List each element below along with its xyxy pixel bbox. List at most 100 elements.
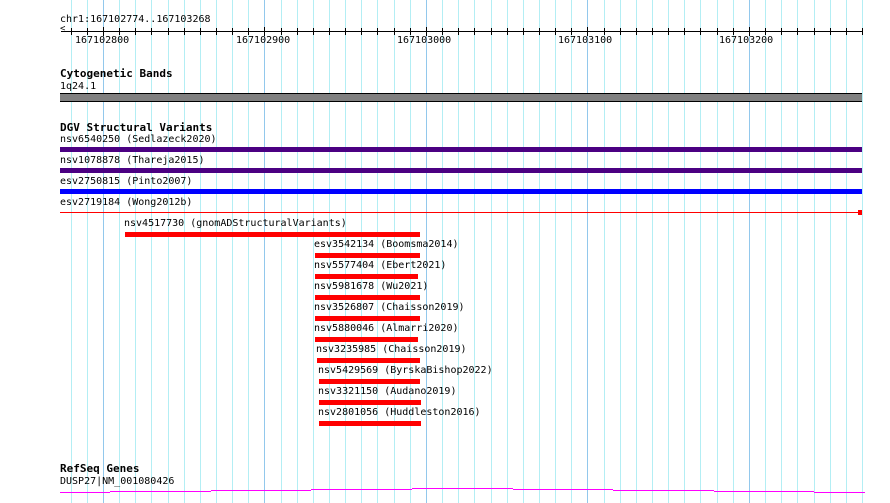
grid-line: [200, 0, 201, 503]
ruler-tick: [652, 28, 653, 35]
ruler-tick: [345, 28, 346, 35]
track-title: DGV Structural Variants: [60, 121, 213, 134]
ruler-tick: [87, 28, 88, 35]
sv-feature-bar[interactable]: [60, 189, 862, 194]
gene-intron-segment: [211, 490, 311, 491]
ruler-tick: [200, 28, 201, 35]
sv-feature-bar[interactable]: [315, 295, 420, 300]
ruler-tick: [394, 28, 395, 35]
ruler-tick: [119, 28, 120, 35]
grid-line: [571, 0, 572, 503]
location-label: chr1:167102774..167103268: [60, 14, 211, 25]
ruler-tick: [474, 28, 475, 35]
grid-line: [458, 0, 459, 503]
ruler-tick: [814, 28, 815, 35]
sv-feature-bar[interactable]: [319, 379, 420, 384]
sv-feature-label: nsv5880046 (Almarri2020): [314, 323, 459, 334]
grid-line: [733, 0, 734, 503]
grid-line: [814, 0, 815, 503]
gene-intron-segment: [714, 491, 814, 492]
ruler-tick: [313, 28, 314, 35]
ruler-tick: [555, 28, 556, 35]
sv-feature-bar[interactable]: [315, 316, 420, 321]
gene-intron-segment: [311, 489, 412, 490]
ruler-tick: [684, 28, 685, 35]
grid-line: [700, 0, 701, 503]
grid-line: [119, 0, 120, 503]
sv-feature-label: nsv5577404 (Ebert2021): [314, 260, 447, 271]
ruler-tick: [151, 28, 152, 35]
sv-feature-label: nsv3526807 (Chaisson2019): [314, 302, 465, 313]
sv-feature-label: nsv3235985 (Chaisson2019): [316, 344, 467, 355]
sv-feature-bar[interactable]: [315, 274, 418, 279]
ruler-tick: [216, 28, 217, 35]
ruler-tick: [797, 28, 798, 35]
sv-feature-end-marker: [858, 210, 862, 215]
sv-feature-label: nsv2801056 (Huddleston2016): [318, 407, 481, 418]
sv-feature-bar[interactable]: [317, 358, 420, 363]
sv-feature-label: nsv5429569 (ByrskaBishop2022): [318, 365, 493, 376]
ruler-tick: [103, 27, 104, 36]
grid-line: [636, 0, 637, 503]
sv-feature-bar[interactable]: [319, 421, 421, 426]
band-label: 1q24.1: [60, 81, 97, 92]
sv-feature-bar[interactable]: [315, 337, 418, 342]
ruler-tick: [539, 28, 540, 35]
sv-feature-label: nsv6540250 (Sedlazeck2020): [60, 134, 217, 145]
sv-feature-label: nsv1078878 (Thareja2015): [60, 155, 205, 166]
grid-line: [442, 0, 443, 503]
left-arrow-icon[interactable]: <: [60, 24, 66, 34]
ruler-tick: [71, 28, 72, 35]
sv-feature-label: nsv4517730 (gnomADStructuralVariants): [124, 218, 347, 229]
ruler-tick: [668, 28, 669, 35]
sv-feature-bar[interactable]: [60, 212, 862, 213]
grid-line: [604, 0, 605, 503]
grid-line: [717, 0, 718, 503]
ruler-tick: [765, 28, 766, 35]
ruler-tick: [636, 28, 637, 35]
grid-line: [184, 0, 185, 503]
cytoband-bar[interactable]: [60, 93, 862, 102]
grid-line: [281, 0, 282, 503]
ruler-tick: [749, 27, 750, 36]
grid-line: [313, 0, 314, 503]
sv-feature-label: nsv5981678 (Wu2021): [314, 281, 429, 292]
grid-line: [71, 0, 72, 503]
grid-line: [620, 0, 621, 503]
sv-feature-label: esv2719184 (Wong2012b): [60, 197, 193, 208]
gene-intron-segment: [60, 492, 110, 493]
ruler-tick: [587, 27, 588, 36]
ruler-line: [61, 31, 862, 32]
ruler-tick: [846, 28, 847, 35]
sv-feature-bar[interactable]: [315, 253, 420, 258]
grid-line: [555, 0, 556, 503]
sv-feature-label: esv3542134 (Boomsma2014): [314, 239, 459, 250]
sv-feature-bar[interactable]: [60, 147, 862, 152]
ruler-tick-label: 167103200: [719, 35, 774, 46]
grid-line: [507, 0, 508, 503]
ruler-tick: [523, 28, 524, 35]
gene-intron-segment: [412, 488, 513, 489]
ruler-tick: [700, 28, 701, 35]
ruler-tick: [410, 28, 411, 35]
grid-line: [491, 0, 492, 503]
sv-feature-label: esv2750815 (Pinto2007): [60, 176, 193, 187]
ruler-tick: [248, 28, 249, 35]
ruler-tick: [781, 28, 782, 35]
ruler-tick: [281, 28, 282, 35]
track-title: Cytogenetic Bands: [60, 67, 173, 80]
ruler-tick: [620, 28, 621, 35]
grid-line: [394, 0, 395, 503]
sv-feature-bar[interactable]: [60, 168, 862, 173]
grid-line: [797, 0, 798, 503]
gene-intron-segment: [110, 491, 211, 492]
ruler-tick: [168, 28, 169, 35]
grid-line: [474, 0, 475, 503]
sv-feature-bar[interactable]: [125, 232, 420, 237]
ruler-tick: [830, 28, 831, 35]
sv-feature-label: nsv3321150 (Audano2019): [318, 386, 457, 397]
grid-line: [652, 0, 653, 503]
ruler-tick: [184, 28, 185, 35]
sv-feature-bar[interactable]: [319, 400, 421, 405]
ruler-tick-label: 167102800: [75, 35, 130, 46]
